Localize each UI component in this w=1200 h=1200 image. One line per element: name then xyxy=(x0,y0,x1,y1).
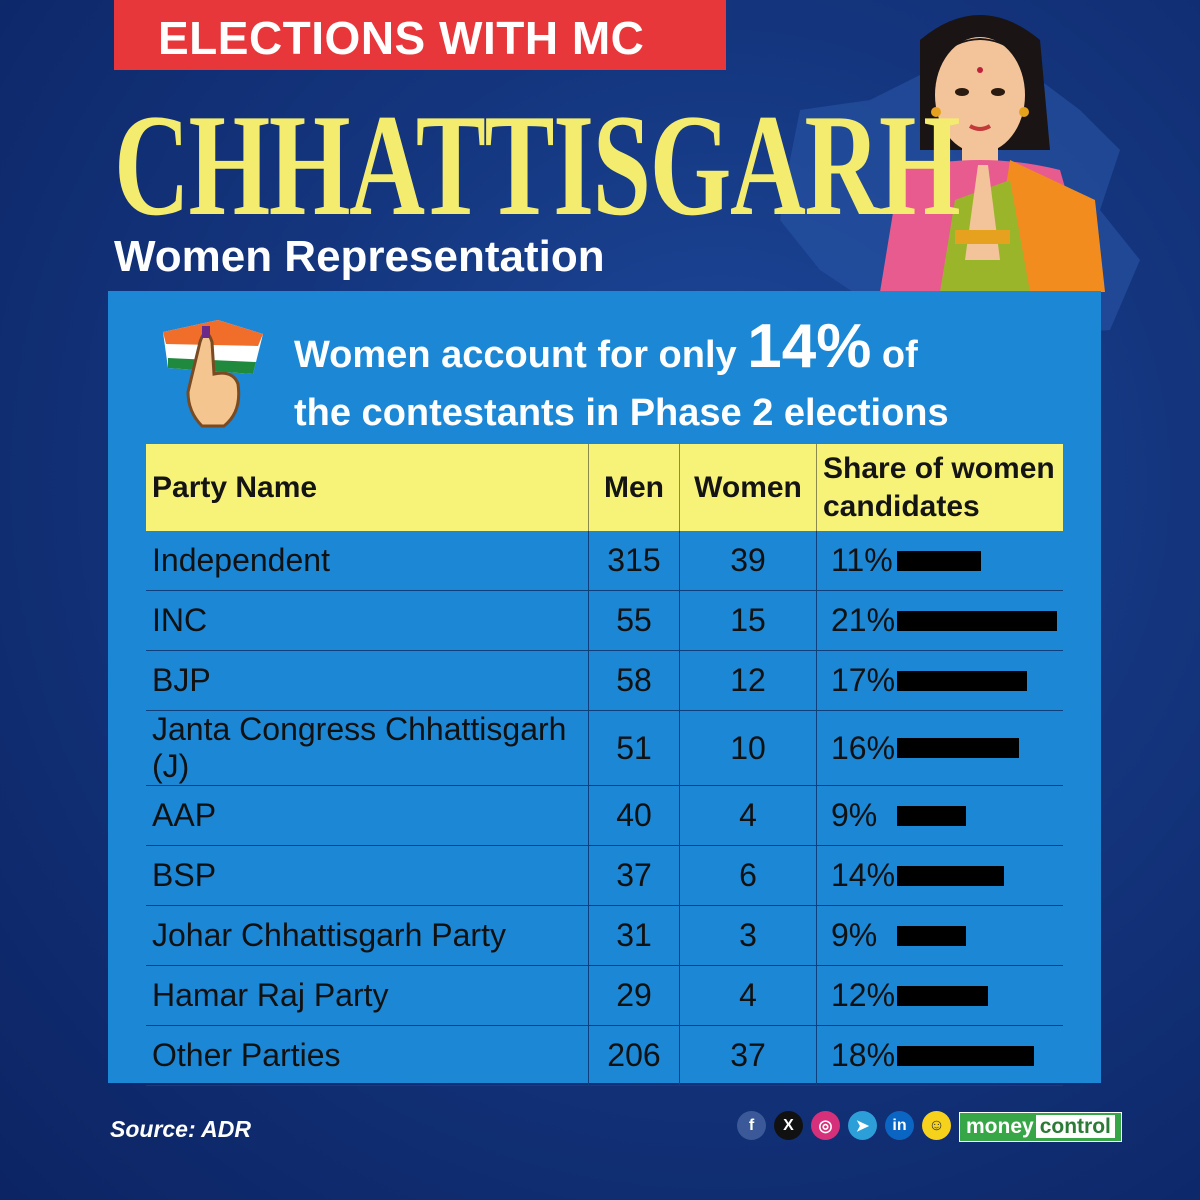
share-bar xyxy=(897,738,1019,758)
cell-men: 29 xyxy=(588,965,680,1026)
cell-women: 37 xyxy=(679,1025,817,1086)
cell-men: 31 xyxy=(588,905,680,966)
brand-money: money xyxy=(966,1115,1034,1138)
table-row: Janta Congress Chhattisgarh (J) 51 10 16% xyxy=(146,710,1063,786)
share-bar xyxy=(897,550,981,571)
table-row: BJP 58 12 17% xyxy=(146,650,1063,711)
table-row: AAP 40 4 9% xyxy=(146,785,1063,846)
cell-women: 10 xyxy=(679,710,817,786)
share-label: 12% xyxy=(831,977,896,1013)
share-bar xyxy=(897,670,1027,691)
share-label: 9% xyxy=(831,917,878,953)
cell-women: 39 xyxy=(679,531,817,591)
state-title: CHHATTISGARH xyxy=(114,84,961,246)
table-row: INC 55 15 21% xyxy=(146,590,1063,651)
cell-men: 58 xyxy=(588,650,680,711)
snapchat-icon[interactable]: ☺ xyxy=(922,1111,951,1140)
voting-finger-icon xyxy=(163,320,263,428)
cell-women: 4 xyxy=(679,785,817,846)
cell-men: 40 xyxy=(588,785,680,846)
table-row: Independent 315 39 11% xyxy=(146,531,1063,591)
share-label: 16% xyxy=(831,729,896,766)
cell-party-name: AAP xyxy=(146,785,589,846)
cell-men: 37 xyxy=(588,845,680,906)
instagram-icon[interactable]: ◎ xyxy=(811,1111,840,1140)
headline-highlight: 14% xyxy=(747,312,872,381)
cell-women: 3 xyxy=(679,905,817,966)
page-subtitle: Women Representation xyxy=(114,232,605,281)
cell-share: 9% xyxy=(816,905,1063,966)
table-row: BSP 37 6 14% xyxy=(146,845,1063,906)
woman-namaste-illustration xyxy=(880,15,1105,292)
cell-share: 12% xyxy=(816,965,1063,1026)
share-bar xyxy=(897,805,966,826)
cell-party-name: Johar Chhattisgarh Party xyxy=(146,905,589,966)
cell-party-name: BSP xyxy=(146,845,589,906)
party-table: Party Name Men Women Share of women cand… xyxy=(146,444,1063,1086)
share-label: 18% xyxy=(831,1037,896,1073)
table-row: Other Parties 206 37 18% xyxy=(146,1025,1063,1086)
cell-party-name: INC xyxy=(146,590,589,651)
cell-share: 21% xyxy=(816,590,1063,651)
cell-women: 6 xyxy=(679,845,817,906)
header-women: Women xyxy=(679,444,817,531)
cell-party-name: BJP xyxy=(146,650,589,711)
headline: Women account for only 14% of the contes… xyxy=(294,316,949,442)
headline-line2: the contestants in Phase 2 elections xyxy=(294,392,949,434)
x-icon[interactable]: X xyxy=(774,1111,803,1140)
cell-women: 12 xyxy=(679,650,817,711)
share-bar xyxy=(897,610,1057,631)
source-note: Source: ADR xyxy=(110,1116,251,1142)
share-label: 11% xyxy=(831,542,893,578)
cell-share: 14% xyxy=(816,845,1063,906)
cell-share: 18% xyxy=(816,1025,1063,1086)
header-men: Men xyxy=(588,444,680,531)
share-bar xyxy=(897,925,966,946)
share-label: 9% xyxy=(831,797,878,833)
share-bar xyxy=(897,985,988,1006)
headline-post: of xyxy=(881,334,918,376)
cell-women: 15 xyxy=(679,590,817,651)
cell-men: 51 xyxy=(588,710,680,786)
cell-share: 9% xyxy=(816,785,1063,846)
share-label: 21% xyxy=(831,602,896,638)
section-banner: ELECTIONS WITH MC xyxy=(114,0,726,70)
cell-party-name: Other Parties xyxy=(146,1025,589,1086)
cell-party-name: Janta Congress Chhattisgarh (J) xyxy=(146,710,589,786)
cell-share: 17% xyxy=(816,650,1063,711)
telegram-icon[interactable]: ➤ xyxy=(848,1111,877,1140)
table-header-row: Party Name Men Women Share of women cand… xyxy=(146,444,1063,531)
table-row: Johar Chhattisgarh Party 31 3 9% xyxy=(146,905,1063,966)
cell-men: 55 xyxy=(588,590,680,651)
moneycontrol-logo: money control xyxy=(959,1112,1122,1142)
share-bar xyxy=(897,1045,1034,1066)
share-label: 17% xyxy=(831,662,896,698)
header-party-name: Party Name xyxy=(146,444,589,531)
cell-party-name: Hamar Raj Party xyxy=(146,965,589,1026)
header-share: Share of women candidates xyxy=(816,444,1063,531)
share-label: 14% xyxy=(831,857,896,893)
linkedin-icon[interactable]: in xyxy=(885,1111,914,1140)
facebook-icon[interactable]: f xyxy=(737,1111,766,1140)
brand-control: control xyxy=(1035,1115,1115,1138)
headline-pre: Women account for only xyxy=(294,334,737,376)
cell-share: 11% xyxy=(816,531,1063,591)
cell-party-name: Independent xyxy=(146,531,589,591)
cell-share: 16% xyxy=(816,710,1063,786)
cell-women: 4 xyxy=(679,965,817,1026)
cell-men: 206 xyxy=(588,1025,680,1086)
share-bar xyxy=(897,865,1004,886)
cell-men: 315 xyxy=(588,531,680,591)
social-links: f X ◎ ➤ in ☺ xyxy=(737,1111,951,1140)
table-body: Independent 315 39 11% INC 55 15 21% BJP 58 12 17% J… xyxy=(146,531,1063,1086)
table-row: Hamar Raj Party 29 4 12% xyxy=(146,965,1063,1026)
